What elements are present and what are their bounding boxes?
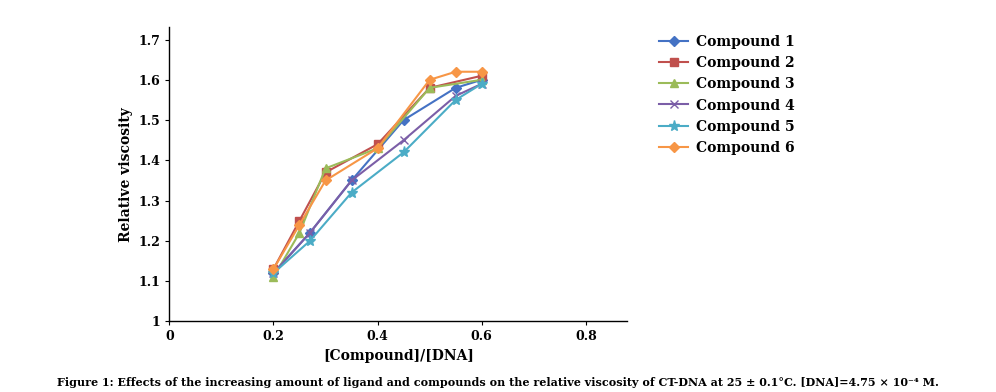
Compound 1 xyxy=(450,85,462,90)
Compound 4 xyxy=(450,94,462,98)
Compound 6 xyxy=(372,146,383,151)
Compound 3 xyxy=(476,78,488,82)
Y-axis label: Relative viscosity: Relative viscosity xyxy=(119,107,132,242)
X-axis label: [Compound]/[DNA]: [Compound]/[DNA] xyxy=(323,349,474,363)
Compound 1 xyxy=(304,230,316,235)
Compound 5 xyxy=(346,190,358,195)
Compound 3 xyxy=(268,275,280,279)
Compound 6 xyxy=(476,69,488,74)
Compound 1 xyxy=(268,271,280,276)
Compound 3 xyxy=(423,85,435,90)
Compound 6 xyxy=(320,178,332,183)
Compound 3 xyxy=(294,230,306,235)
Compound 4 xyxy=(304,230,316,235)
Compound 5 xyxy=(397,150,409,154)
Compound 2 xyxy=(476,73,488,78)
Compound 5 xyxy=(304,239,316,243)
Compound 2 xyxy=(320,170,332,175)
Compound 5 xyxy=(450,98,462,102)
Compound 4 xyxy=(476,82,488,86)
Line: Compound 1: Compound 1 xyxy=(270,76,485,277)
Line: Compound 4: Compound 4 xyxy=(269,80,486,277)
Compound 6 xyxy=(268,267,280,271)
Compound 6 xyxy=(423,78,435,82)
Compound 5 xyxy=(268,271,280,276)
Compound 2 xyxy=(372,142,383,147)
Compound 2 xyxy=(268,267,280,271)
Compound 1 xyxy=(397,118,409,122)
Line: Compound 5: Compound 5 xyxy=(268,78,487,279)
Compound 4 xyxy=(346,178,358,183)
Line: Compound 3: Compound 3 xyxy=(269,76,486,281)
Line: Compound 6: Compound 6 xyxy=(270,68,485,272)
Compound 5 xyxy=(476,82,488,86)
Compound 2 xyxy=(294,218,306,223)
Compound 6 xyxy=(450,69,462,74)
Compound 3 xyxy=(320,166,332,171)
Compound 3 xyxy=(372,146,383,151)
Compound 6 xyxy=(294,222,306,227)
Compound 1 xyxy=(476,78,488,82)
Compound 1 xyxy=(346,178,358,183)
Line: Compound 2: Compound 2 xyxy=(269,72,486,273)
Text: Figure 1: Effects of the increasing amount of ligand and compounds on the relati: Figure 1: Effects of the increasing amou… xyxy=(57,377,939,388)
Compound 2 xyxy=(423,85,435,90)
Compound 4 xyxy=(268,271,280,276)
Legend: Compound 1, Compound 2, Compound 3, Compound 4, Compound 5, Compound 6: Compound 1, Compound 2, Compound 3, Comp… xyxy=(652,28,802,162)
Compound 4 xyxy=(397,138,409,143)
